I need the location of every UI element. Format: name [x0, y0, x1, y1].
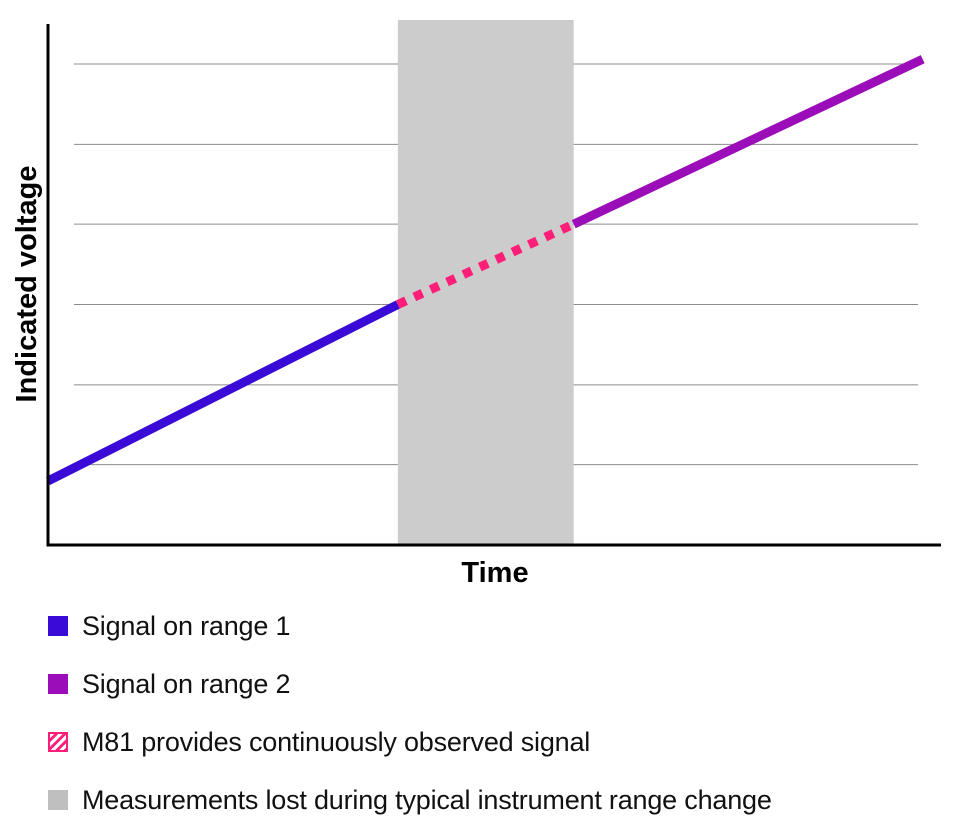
legend-swatch-range-2	[48, 674, 68, 694]
legend-swatch-hatched	[48, 732, 68, 752]
legend-item-range-2: Signal on range 2	[48, 664, 948, 704]
series-line-1	[45, 300, 400, 486]
shaded-region-layer	[397, 20, 574, 545]
legend-swatch-range-1	[48, 616, 68, 636]
legend-item-range-1: Signal on range 1	[48, 606, 948, 646]
legend: Signal on range 1 Signal on range 2 M81 …	[48, 606, 948, 838]
legend-swatch-lost	[48, 790, 68, 810]
legend-label: M81 provides continuously observed signa…	[82, 726, 591, 757]
x-axis-label: Time	[461, 557, 528, 589]
shaded-region-range-change	[397, 20, 574, 545]
chart: Time Indicated voltage	[11, 20, 941, 589]
legend-label: Signal on range 1	[82, 610, 291, 641]
series-layer	[45, 55, 925, 486]
series-line-2	[396, 220, 576, 309]
series-line-3	[571, 55, 925, 229]
y-axis-label: Indicated voltage	[11, 166, 43, 403]
legend-label: Signal on range 2	[82, 668, 291, 699]
legend-item-measurements-lost: Measurements lost during typical instrum…	[48, 780, 948, 820]
legend-item-continuous-signal: M81 provides continuously observed signa…	[48, 722, 948, 762]
legend-label: Measurements lost during typical instrum…	[82, 784, 772, 815]
